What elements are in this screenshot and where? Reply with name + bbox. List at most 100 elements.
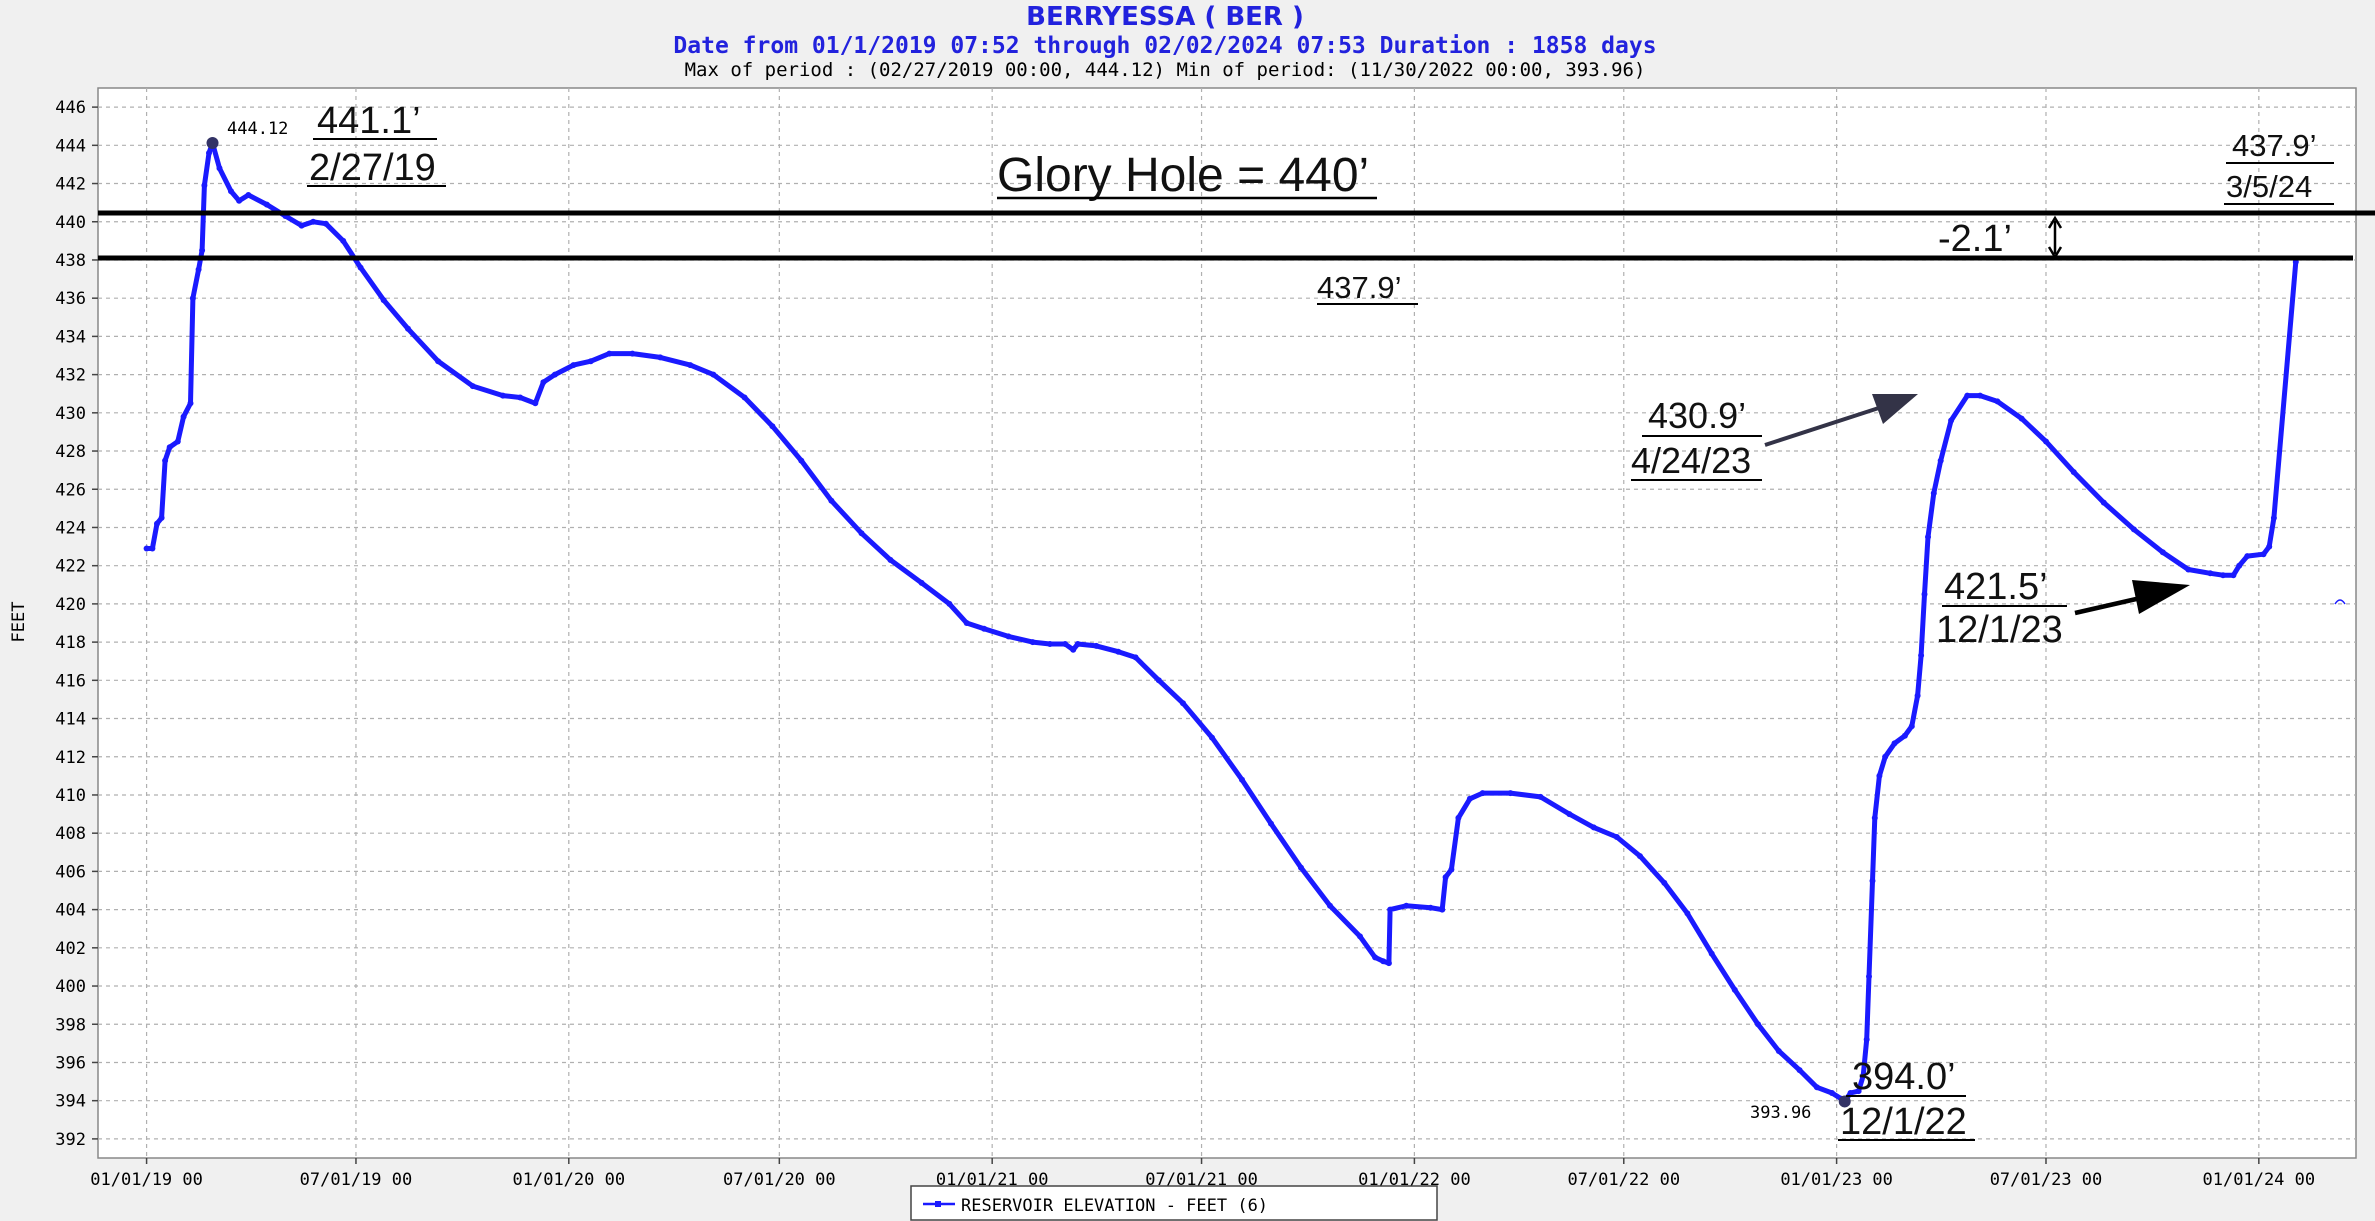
data-point: [201, 182, 208, 189]
y-tick-label: 434: [55, 327, 86, 347]
data-point: [1731, 986, 1738, 993]
data-point: [858, 530, 865, 537]
data-point: [1062, 641, 1069, 647]
y-tick-label: 440: [55, 213, 86, 233]
x-tick-label: 07/01/21 00: [1145, 1170, 1258, 1190]
data-point: [1093, 642, 1100, 649]
data-point: [657, 354, 664, 361]
data-point: [1876, 772, 1883, 779]
data-point: [517, 394, 524, 401]
data-point: [606, 350, 613, 357]
data-point: [2230, 572, 2237, 579]
spring-value-label: 430.9’: [1648, 395, 1746, 436]
data-point: [1613, 834, 1620, 840]
y-tick-label: 426: [55, 480, 86, 500]
edge-marker-icon: [2334, 599, 2346, 605]
data-point: [1479, 790, 1486, 797]
data-point: [357, 264, 364, 271]
data-point: [166, 444, 173, 451]
line-value-label: 437.9’: [1317, 270, 1401, 305]
data-point: [149, 545, 156, 552]
data-point: [1439, 906, 1446, 913]
data-point: [1385, 960, 1392, 967]
min-point-marker: [1838, 1095, 1851, 1108]
data-point: [587, 358, 594, 365]
data-point: [1427, 904, 1434, 911]
data-point: [629, 350, 636, 357]
dec-arrow-head: [2132, 580, 2190, 614]
x-tick-label: 07/01/22 00: [1567, 1170, 1680, 1190]
data-point: [1796, 1067, 1803, 1074]
data-point: [1775, 1048, 1782, 1054]
data-point: [2270, 514, 2277, 521]
legend-label: RESERVOIR ELEVATION - FEET (6): [961, 1196, 1268, 1216]
y-axis-label: FEET: [9, 602, 29, 643]
data-point: [828, 497, 835, 504]
y-tick-label: 402: [55, 939, 86, 959]
data-point: [1863, 1036, 1870, 1043]
data-point: [1455, 814, 1462, 821]
data-point: [2244, 553, 2251, 560]
data-point: [380, 297, 387, 304]
low-value-label: 394.0’: [1852, 1056, 1956, 1098]
difference-label: -2.1’: [1938, 218, 2012, 260]
data-point: [1327, 902, 1333, 909]
data-point: [1901, 732, 1908, 739]
data-point: [981, 625, 988, 632]
data-point: [1403, 902, 1410, 909]
y-tick-label: 446: [55, 98, 86, 118]
data-point: [946, 600, 953, 607]
data-point: [741, 394, 748, 401]
x-tick-label: 01/01/23 00: [1780, 1170, 1893, 1190]
y-tick-label: 438: [55, 251, 86, 271]
y-tick-label: 420: [55, 595, 86, 615]
data-point: [710, 371, 717, 378]
y-tick-label: 412: [55, 748, 86, 768]
max-point-marker: [206, 137, 219, 150]
chart-title: BERRYESSA ( BER ): [1026, 2, 1304, 32]
data-point: [2159, 549, 2166, 556]
data-point: [1977, 392, 1984, 399]
data-point: [1074, 641, 1081, 647]
data-point: [1661, 879, 1668, 886]
y-tick-label: 394: [55, 1092, 86, 1112]
data-point: [154, 520, 160, 527]
data-point: [174, 438, 181, 445]
y-tick-label: 436: [55, 289, 86, 309]
data-point: [228, 188, 234, 195]
data-point: [1507, 790, 1514, 797]
data-point: [963, 620, 970, 626]
data-point: [1132, 654, 1139, 661]
data-point: [1930, 490, 1937, 497]
data-point: [2207, 570, 2214, 577]
spring-arrow-head: [1872, 394, 1918, 424]
data-point: [1387, 906, 1394, 913]
data-point: [199, 247, 206, 254]
data-point: [1537, 793, 1544, 800]
data-point: [1268, 820, 1274, 827]
x-tick-label: 01/01/24 00: [2203, 1170, 2316, 1190]
data-point: [1070, 646, 1077, 653]
y-tick-label: 416: [55, 671, 86, 691]
data-point: [1908, 723, 1915, 730]
data-point: [1239, 776, 1245, 783]
data-point: [1380, 958, 1387, 965]
data-point: [1860, 1072, 1867, 1079]
y-tick-label: 406: [55, 862, 86, 882]
x-tick-label: 07/01/19 00: [300, 1170, 413, 1190]
data-point: [1994, 398, 2001, 405]
data-point: [918, 579, 925, 586]
data-point: [310, 218, 317, 225]
max-marker-label: 444.12: [227, 119, 288, 139]
legend-point-swatch: [935, 1201, 941, 1207]
y-tick-label: 430: [55, 404, 86, 424]
peak-value-label: 441.1’: [317, 100, 421, 142]
data-point: [2018, 415, 2025, 422]
y-tick-label: 424: [55, 518, 86, 538]
data-point: [2260, 551, 2267, 558]
data-point: [1298, 864, 1304, 871]
data-point: [687, 362, 694, 369]
data-point: [236, 197, 243, 204]
dec-arrow-shaft: [2074, 594, 2146, 616]
